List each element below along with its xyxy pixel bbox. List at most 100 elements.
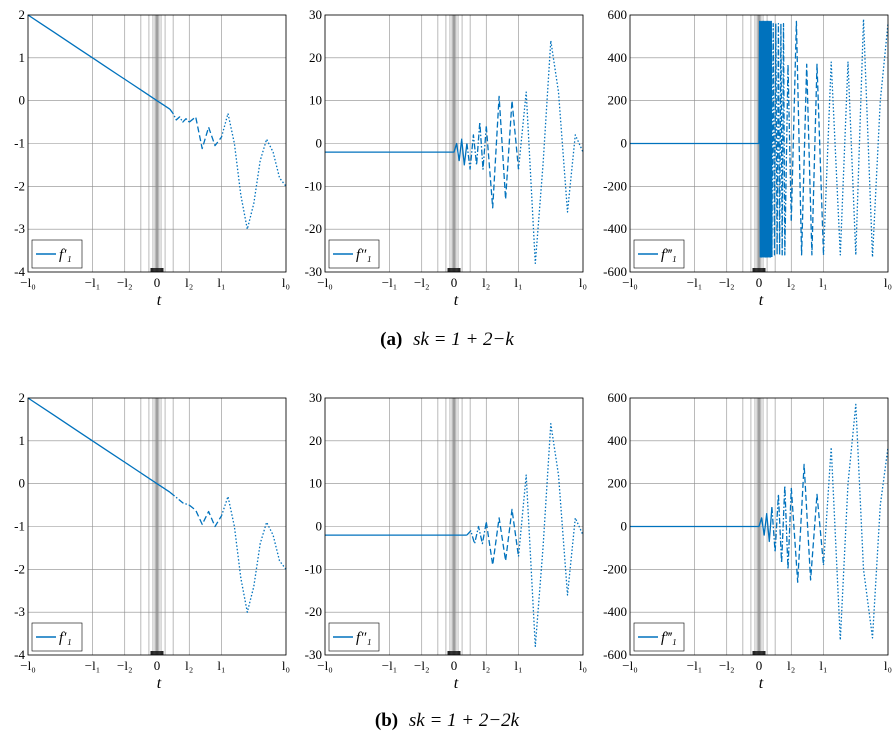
legend-label: f″₁ bbox=[356, 247, 372, 263]
y-tick-label: -30 bbox=[305, 264, 322, 279]
axes-box bbox=[629, 397, 889, 656]
y-tick-label: 2 bbox=[19, 390, 26, 405]
y-tick-label: -2 bbox=[14, 178, 25, 193]
series-line-dashdot bbox=[466, 522, 487, 545]
chart-panel-b-2: -600 -400 -200 0 200 400 600 −l₀ −l₁ −l₂ 0 l₂ l₁ l₀ t f… bbox=[603, 390, 892, 692]
x-tick-label: −l₁ bbox=[687, 275, 702, 290]
series-line-dashed bbox=[188, 504, 223, 528]
y-tick-label: 1 bbox=[19, 50, 26, 65]
chart-panel-a-1: -30 -20 -10 0 10 20 30 −l₀ −l₁ −l₂ 0 l₂ l₁ l₀ t f″₁ bbox=[305, 7, 587, 309]
x-tick-label: l₁ bbox=[819, 275, 827, 290]
series-line-dotted bbox=[220, 112, 287, 230]
x-tick-label: −l₁ bbox=[687, 658, 702, 673]
y-tick-label: -10 bbox=[305, 178, 322, 193]
y-tick-label: 0 bbox=[19, 93, 26, 108]
x-axis-label: t bbox=[157, 292, 162, 309]
x-tick-label: l₂ bbox=[787, 275, 795, 290]
x-tick-label: 0 bbox=[451, 658, 458, 673]
series-line-dashdot bbox=[466, 121, 487, 170]
caption-b-label: (b) bbox=[375, 710, 398, 731]
legend-label: f‴₁ bbox=[661, 247, 677, 263]
y-tick-label: 0 bbox=[316, 136, 323, 151]
x-tick-label: l₂ bbox=[185, 658, 193, 673]
axes-box bbox=[324, 14, 584, 273]
caption-a: (a) sk = 1 + 2−k bbox=[380, 329, 514, 350]
x-tick-label: l₁ bbox=[217, 658, 225, 673]
chart-panel-b-0: -4 -3 -2 -1 0 1 2 −l₀ −l₁ −l₂ 0 l₂ l₁ l₀ t f′₁ bbox=[14, 390, 290, 692]
y-tick-label: -2 bbox=[14, 561, 25, 576]
x-axis-label: t bbox=[454, 675, 459, 692]
x-tick-label: l₁ bbox=[514, 275, 522, 290]
series-line-dashed bbox=[485, 95, 520, 209]
y-tick-label: -30 bbox=[305, 647, 322, 662]
y-tick-label: -3 bbox=[14, 221, 25, 236]
caption-b: (b) sk = 1 + 2−2k bbox=[375, 710, 520, 731]
y-tick-label: 400 bbox=[608, 433, 628, 448]
x-tick-label: 0 bbox=[451, 275, 458, 290]
x-axis-label: t bbox=[454, 292, 459, 309]
legend-label: f″₁ bbox=[356, 630, 372, 646]
y-tick-label: -4 bbox=[14, 647, 25, 662]
y-tick-label: -20 bbox=[305, 221, 322, 236]
y-tick-label: -1 bbox=[14, 519, 25, 534]
series-line-solid bbox=[325, 138, 468, 166]
series-line-dashdot bbox=[169, 108, 190, 123]
caption-a-formula: sk = 1 + 2−k bbox=[413, 329, 514, 350]
x-tick-label: l₂ bbox=[482, 275, 490, 290]
x-tick-label: l₀ bbox=[282, 275, 290, 290]
y-tick-label: 200 bbox=[608, 476, 628, 491]
series-line-dotted bbox=[517, 40, 584, 265]
y-tick-label: 30 bbox=[309, 7, 322, 22]
x-tick-label: −l₂ bbox=[414, 658, 429, 673]
x-tick-label: l₀ bbox=[884, 275, 892, 290]
y-tick-label: -600 bbox=[603, 647, 627, 662]
y-tick-label: 600 bbox=[608, 390, 628, 405]
series-line-dashed bbox=[485, 508, 520, 566]
axes-box bbox=[27, 397, 287, 656]
x-tick-label: l₁ bbox=[819, 658, 827, 673]
x-tick-label: −l₀ bbox=[622, 658, 637, 673]
x-tick-label: l₀ bbox=[579, 275, 587, 290]
x-tick-label: l₀ bbox=[282, 658, 290, 673]
x-tick-label: l₂ bbox=[787, 658, 795, 673]
x-tick-label: −l₂ bbox=[719, 275, 734, 290]
axes-box bbox=[629, 14, 889, 273]
series-line-dashed bbox=[790, 20, 825, 256]
series-line-solid bbox=[27, 14, 171, 110]
caption-b-formula: sk = 1 + 2−2k bbox=[409, 710, 520, 731]
y-tick-label: 10 bbox=[309, 93, 322, 108]
legend-label: f′₁ bbox=[59, 247, 72, 263]
axes-box bbox=[324, 397, 584, 656]
y-tick-label: -10 bbox=[305, 561, 322, 576]
y-tick-label: -4 bbox=[14, 264, 25, 279]
y-tick-label: 200 bbox=[608, 93, 628, 108]
series-line-dashdot bbox=[771, 485, 792, 570]
legend-label: f‴₁ bbox=[661, 630, 677, 646]
y-tick-label: 0 bbox=[19, 476, 26, 491]
y-tick-label: 0 bbox=[621, 519, 628, 534]
y-tick-label: -20 bbox=[305, 604, 322, 619]
y-tick-label: 400 bbox=[608, 50, 628, 65]
y-tick-label: 20 bbox=[309, 433, 322, 448]
y-tick-label: -200 bbox=[603, 178, 627, 193]
x-axis-label: t bbox=[759, 292, 764, 309]
x-tick-label: 0 bbox=[756, 275, 763, 290]
x-tick-label: −l₀ bbox=[317, 275, 332, 290]
y-tick-label: -400 bbox=[603, 604, 627, 619]
y-tick-label: 30 bbox=[309, 390, 322, 405]
x-tick-label: −l₂ bbox=[117, 275, 132, 290]
x-tick-label: −l₁ bbox=[382, 658, 397, 673]
chart-panel-a-2: -600 -400 -200 0 200 400 600 −l₀ −l₁ −l₂ 0 l₂ l₁ l₀ t f… bbox=[603, 7, 892, 309]
series-line-dashed bbox=[188, 116, 223, 150]
chart-panel-b-1: -30 -20 -10 0 10 20 30 −l₀ −l₁ −l₂ 0 l₂ l₁ l₀ t f″₁ bbox=[305, 390, 587, 692]
series-line-dotted bbox=[822, 403, 889, 641]
x-tick-label: l₂ bbox=[185, 275, 193, 290]
caption-a-label: (a) bbox=[380, 329, 402, 350]
x-tick-label: −l₀ bbox=[317, 658, 332, 673]
series-line-solid bbox=[630, 20, 773, 258]
x-tick-label: −l₂ bbox=[117, 658, 132, 673]
x-tick-label: −l₂ bbox=[719, 658, 734, 673]
x-tick-label: l₁ bbox=[514, 658, 522, 673]
